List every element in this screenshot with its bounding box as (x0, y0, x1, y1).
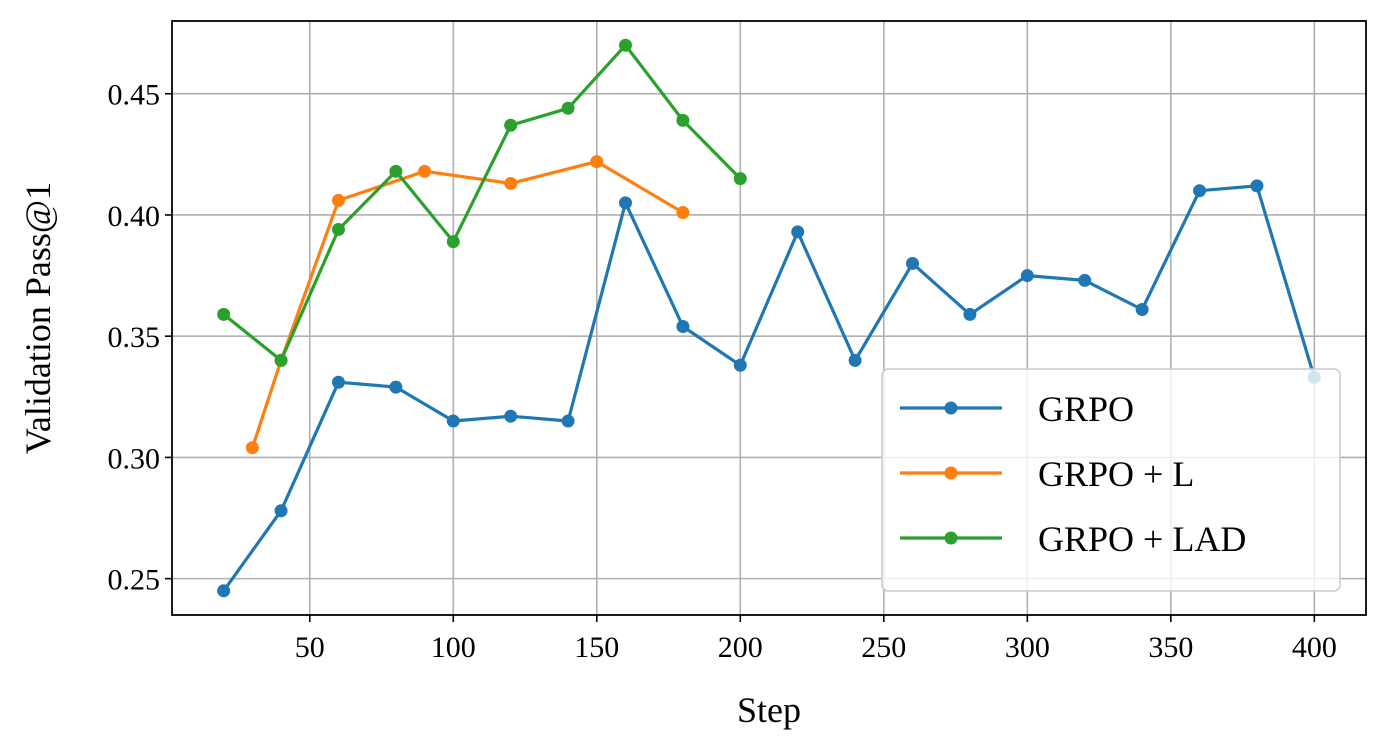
legend-label: GRPO (1038, 389, 1134, 429)
y-axis-label: Validation Pass@1 (18, 182, 58, 454)
data-point (446, 414, 460, 428)
data-point (676, 206, 690, 220)
data-point (848, 353, 862, 367)
data-point (331, 375, 345, 389)
y-tick-label: 0.25 (108, 564, 161, 597)
data-point (331, 223, 345, 237)
data-point (906, 256, 920, 270)
x-axis-label: Step (737, 690, 801, 730)
data-point (245, 441, 259, 455)
x-tick-label: 350 (1148, 631, 1193, 664)
data-point (1135, 303, 1149, 317)
legend-marker (944, 466, 958, 480)
data-point (504, 118, 518, 132)
data-point (963, 307, 977, 321)
data-point (561, 101, 575, 115)
legend-label: GRPO + LAD (1038, 519, 1246, 559)
legend-item: GRPO (900, 389, 1134, 429)
legend-label: GRPO + L (1038, 454, 1194, 494)
legend-item: GRPO + LAD (900, 519, 1246, 559)
data-point (274, 504, 288, 518)
data-point (446, 235, 460, 249)
data-point (217, 307, 231, 321)
x-tick-label: 300 (1005, 631, 1050, 664)
data-point (618, 38, 632, 52)
y-tick-label: 0.30 (108, 442, 161, 475)
legend-box (881, 368, 1341, 592)
data-point (389, 164, 403, 178)
data-point (676, 319, 690, 333)
x-tick-label: 250 (861, 631, 906, 664)
data-point (389, 380, 403, 394)
series-line (250, 160, 684, 449)
y-tick-label: 0.45 (108, 79, 161, 112)
data-point (618, 196, 632, 210)
plot-area-frame (171, 20, 1367, 616)
series-layer (217, 38, 1321, 598)
data-point (418, 164, 432, 178)
data-point (1193, 184, 1207, 198)
data-point (561, 414, 575, 428)
data-point (331, 193, 345, 207)
x-tick-label: 400 (1292, 631, 1337, 664)
data-point (1020, 269, 1034, 283)
data-point (217, 584, 231, 598)
legend-item: GRPO + L (900, 454, 1194, 494)
data-point (504, 409, 518, 423)
y-tick-label: 0.35 (108, 321, 161, 354)
x-axis-ticks: 50 100 150 200 250 300 350 400 (295, 615, 1337, 664)
data-point (1250, 179, 1264, 193)
y-tick-label: 0.40 (108, 200, 161, 233)
x-tick-label: 200 (718, 631, 763, 664)
data-point (733, 172, 747, 186)
data-point (274, 353, 288, 367)
legend-marker (944, 401, 958, 415)
x-tick-label: 150 (574, 631, 619, 664)
data-point (504, 176, 518, 190)
legend: GRPO GRPO + L GRPO + LAD (881, 368, 1341, 592)
data-point (676, 113, 690, 127)
data-point (590, 155, 604, 169)
series-line (222, 184, 1316, 592)
series-line (222, 43, 742, 362)
legend-marker (944, 531, 958, 545)
x-tick-label: 50 (295, 631, 325, 664)
data-point (1078, 273, 1092, 287)
series-2 (217, 38, 747, 367)
x-tick-label: 100 (431, 631, 476, 664)
data-point (791, 225, 805, 239)
y-axis-ticks: 0.25 0.30 0.35 0.40 0.45 (108, 79, 172, 597)
data-point (733, 358, 747, 372)
